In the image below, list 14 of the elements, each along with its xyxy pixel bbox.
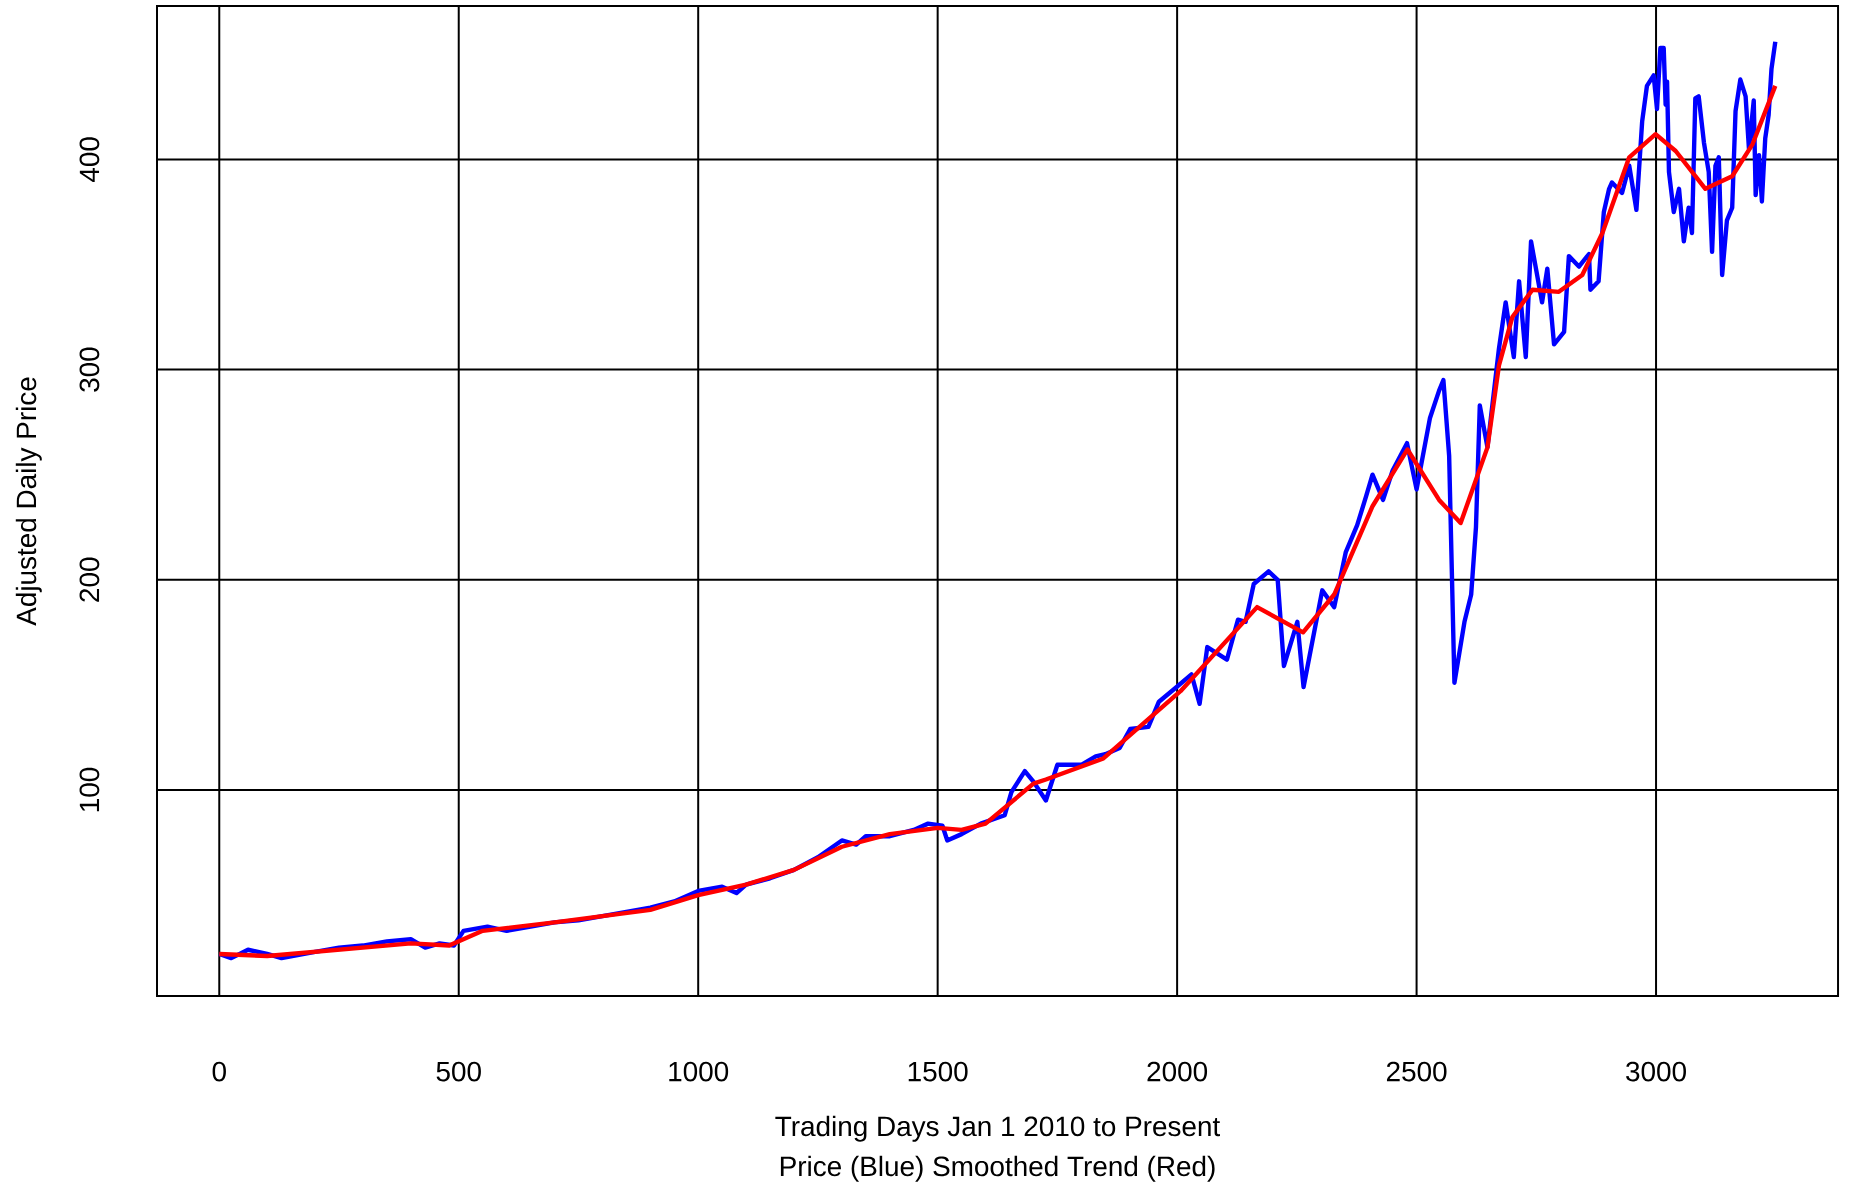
x-axis-title: Trading Days Jan 1 2010 to Present [775,1115,1220,1142]
y-tick-label: 300 [79,347,100,392]
y-tick-label: 200 [79,557,100,602]
text: Price (Blue) Smoothed Trend (Red) [780,1155,1215,1182]
x-tick-label: 1500 [908,1061,968,1082]
x-tick-label: 0 [212,1061,226,1082]
x-tick-label: 1000 [669,1061,729,1082]
x-tick-label: 2000 [1147,1061,1208,1082]
y-tick-label: 400 [79,137,100,183]
x-tick-label: 3000 [1626,1061,1686,1082]
y-axis-title: Adjusted Daily Price [15,377,42,626]
x-tick-label: 2500 [1386,1061,1447,1082]
x-tick-label: 500 [436,1061,481,1082]
y-tick-label: 100 [79,767,100,812]
